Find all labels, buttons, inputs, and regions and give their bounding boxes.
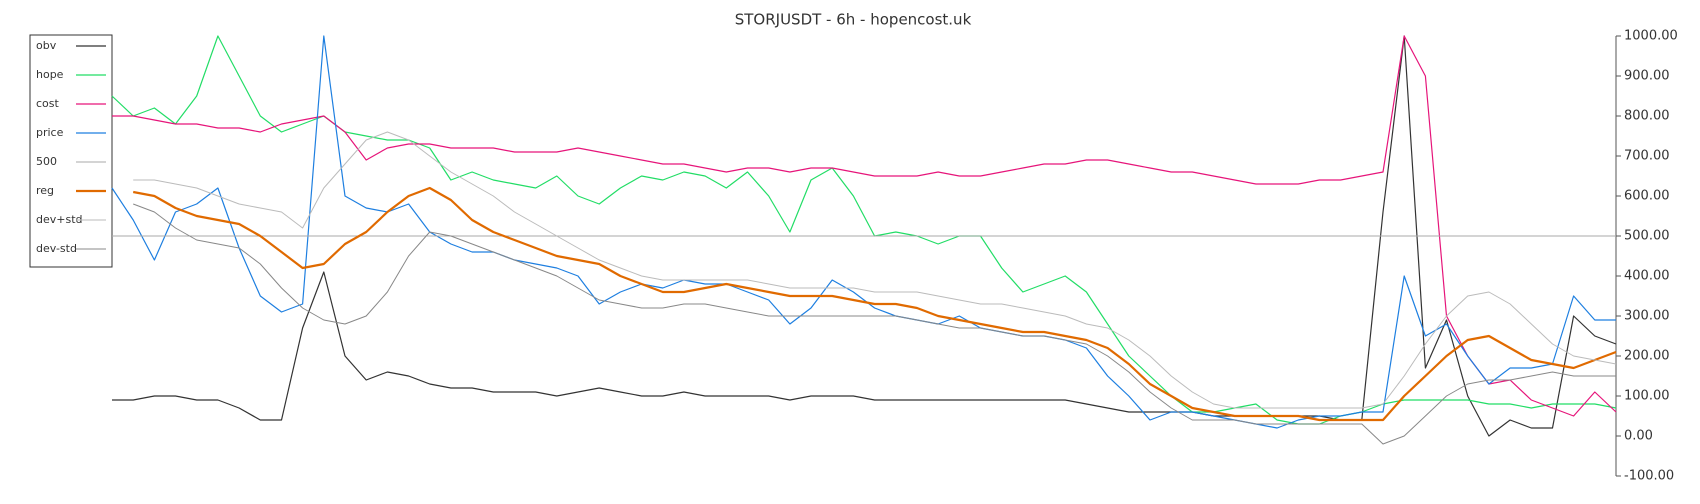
legend-label: obv — [36, 39, 57, 52]
y-tick-label: 500.00 — [1624, 229, 1670, 244]
series-line — [133, 203, 1616, 445]
legend-label: cost — [36, 97, 60, 110]
series-line — [112, 35, 1617, 437]
y-tick-label: 0.00 — [1624, 429, 1653, 444]
y-tick-label: 200.00 — [1624, 349, 1670, 364]
legend-label: hope — [36, 68, 64, 81]
y-tick-label: 800.00 — [1624, 109, 1670, 124]
legend-label: reg — [36, 184, 54, 197]
y-tick-label: -100.00 — [1624, 469, 1674, 484]
y-tick-label: 900.00 — [1624, 69, 1670, 84]
legend-box — [29, 34, 113, 268]
legend-label: dev-std — [36, 242, 77, 255]
legend-label: 500 — [36, 155, 57, 168]
series-line — [133, 131, 1617, 409]
y-tick-label: 600.00 — [1624, 189, 1670, 204]
y-tick-label: 300.00 — [1624, 309, 1670, 324]
series-line — [111, 35, 1616, 429]
y-tick-label: 1000.00 — [1624, 29, 1678, 44]
series-line — [132, 186, 1617, 422]
chart-title: STORJUSDT - 6h - hopencost.uk — [735, 11, 972, 29]
series-line — [111, 35, 1617, 425]
y-tick-label: 400.00 — [1624, 269, 1670, 284]
legend-label: price — [36, 126, 64, 139]
y-tick-label: 700.00 — [1624, 149, 1670, 164]
y-tick-label: 100.00 — [1624, 389, 1670, 404]
legend-label: dev+std — [36, 213, 83, 226]
series-line — [112, 35, 1617, 417]
